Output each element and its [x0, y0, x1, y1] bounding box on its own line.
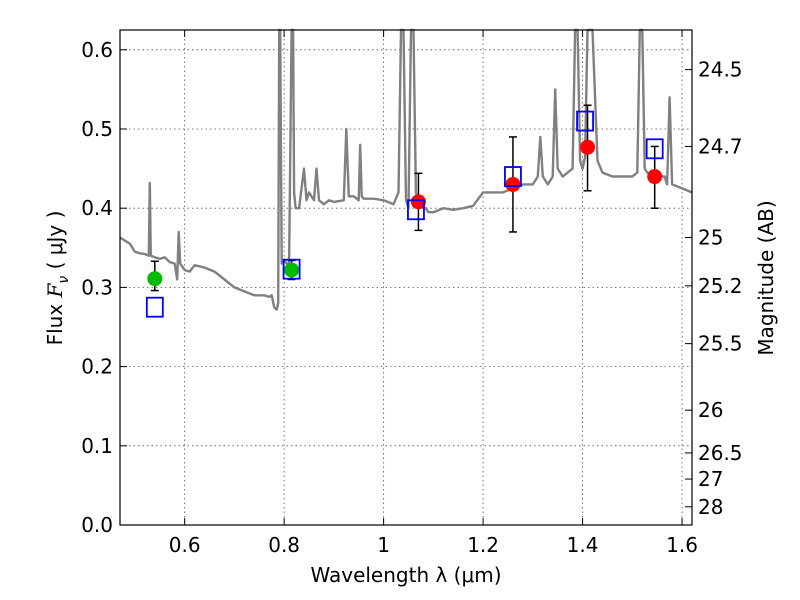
model-square-marker — [645, 138, 664, 160]
green-data-point — [284, 262, 300, 278]
red-data-point — [410, 194, 426, 210]
y-axis-label-symbol: F — [43, 282, 67, 298]
model-square-marker — [576, 110, 594, 132]
y-tick-label: 0.2 — [81, 355, 113, 379]
model-square-marker — [504, 166, 522, 187]
y2-tick-label: 27 — [698, 467, 723, 491]
plot-frame — [119, 29, 693, 526]
y2-tick-label: 24.7 — [698, 134, 743, 158]
y-tick-label: 0.3 — [81, 275, 113, 299]
y-tick-label: 0.6 — [81, 38, 113, 62]
y2-tick-label: 28 — [698, 495, 723, 519]
y2-tick-label: 25 — [698, 226, 723, 250]
y-tick-label: 0.1 — [81, 434, 113, 458]
green-data-point — [147, 271, 163, 287]
red-data-point — [647, 169, 663, 185]
marker-layer — [145, 110, 664, 318]
y-tick-label: 0.5 — [81, 117, 113, 141]
y-axis-label-subscript: ν — [56, 276, 72, 284]
model-square-marker — [282, 258, 301, 280]
y2-tick-label: 25.2 — [698, 274, 743, 298]
x-tick-label: 0.6 — [169, 533, 201, 557]
y2-tick-label: 24.5 — [698, 58, 743, 82]
x-axis-label: Wavelength λ (μm) — [310, 563, 501, 587]
model-square-marker — [145, 296, 164, 318]
x-tick-label: 0.8 — [268, 533, 300, 557]
x-tick-label: 1.2 — [467, 533, 499, 557]
y-tick-label: 0.0 — [81, 513, 113, 537]
x-tick-label: 1 — [377, 533, 390, 557]
y2-tick-label: 26.5 — [698, 441, 743, 465]
tick-layer: 0.6 0.8 1 1.2 1.4 1.6 0.0 0.1 0.2 0.3 0.4 0.5 0.6 24.… — [81, 30, 743, 557]
red-data-point — [505, 176, 521, 192]
y-axis-label: Flux Fν ( μJy ) — [43, 211, 72, 346]
x-tick-label: 1.6 — [666, 533, 698, 557]
model-square-marker — [407, 199, 425, 221]
x-tick-label: 1.4 — [567, 533, 599, 557]
red-data-point — [580, 139, 596, 155]
y2-tick-label: 25.5 — [698, 332, 743, 356]
y-axis-label-prefix: Flux — [43, 297, 67, 345]
y2-axis-label: Magnitude (AB) — [754, 200, 778, 355]
y-axis-label-suffix: ( μJy ) — [43, 211, 67, 276]
y2-tick-label: 26 — [698, 398, 723, 422]
y-tick-label: 0.4 — [81, 196, 113, 220]
